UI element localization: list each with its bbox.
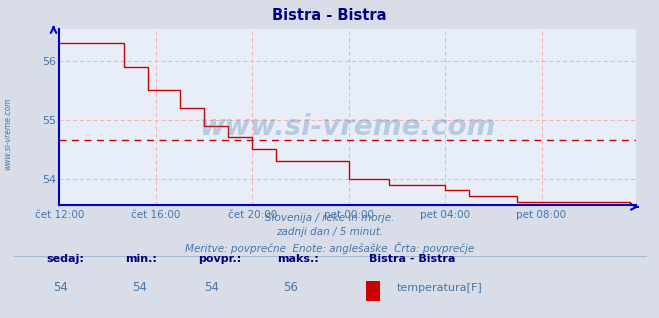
Text: Bistra - Bistra: Bistra - Bistra bbox=[369, 254, 455, 264]
Text: Slovenija / reke in morje.: Slovenija / reke in morje. bbox=[265, 213, 394, 223]
Text: 54: 54 bbox=[53, 281, 68, 294]
Text: www.si-vreme.com: www.si-vreme.com bbox=[3, 97, 13, 170]
Text: 56: 56 bbox=[283, 281, 299, 294]
Text: sedaj:: sedaj: bbox=[46, 254, 84, 264]
Text: temperatura[F]: temperatura[F] bbox=[397, 283, 482, 293]
Text: min.:: min.: bbox=[125, 254, 157, 264]
Text: www.si-vreme.com: www.si-vreme.com bbox=[200, 114, 496, 142]
Text: Bistra - Bistra: Bistra - Bistra bbox=[272, 8, 387, 23]
Text: 54: 54 bbox=[132, 281, 147, 294]
Text: Meritve: povprečne  Enote: anglešaške  Črta: povprečje: Meritve: povprečne Enote: anglešaške Črt… bbox=[185, 242, 474, 254]
Text: maks.:: maks.: bbox=[277, 254, 318, 264]
Text: 54: 54 bbox=[204, 281, 219, 294]
Text: povpr.:: povpr.: bbox=[198, 254, 241, 264]
Text: zadnji dan / 5 minut.: zadnji dan / 5 minut. bbox=[276, 227, 383, 237]
